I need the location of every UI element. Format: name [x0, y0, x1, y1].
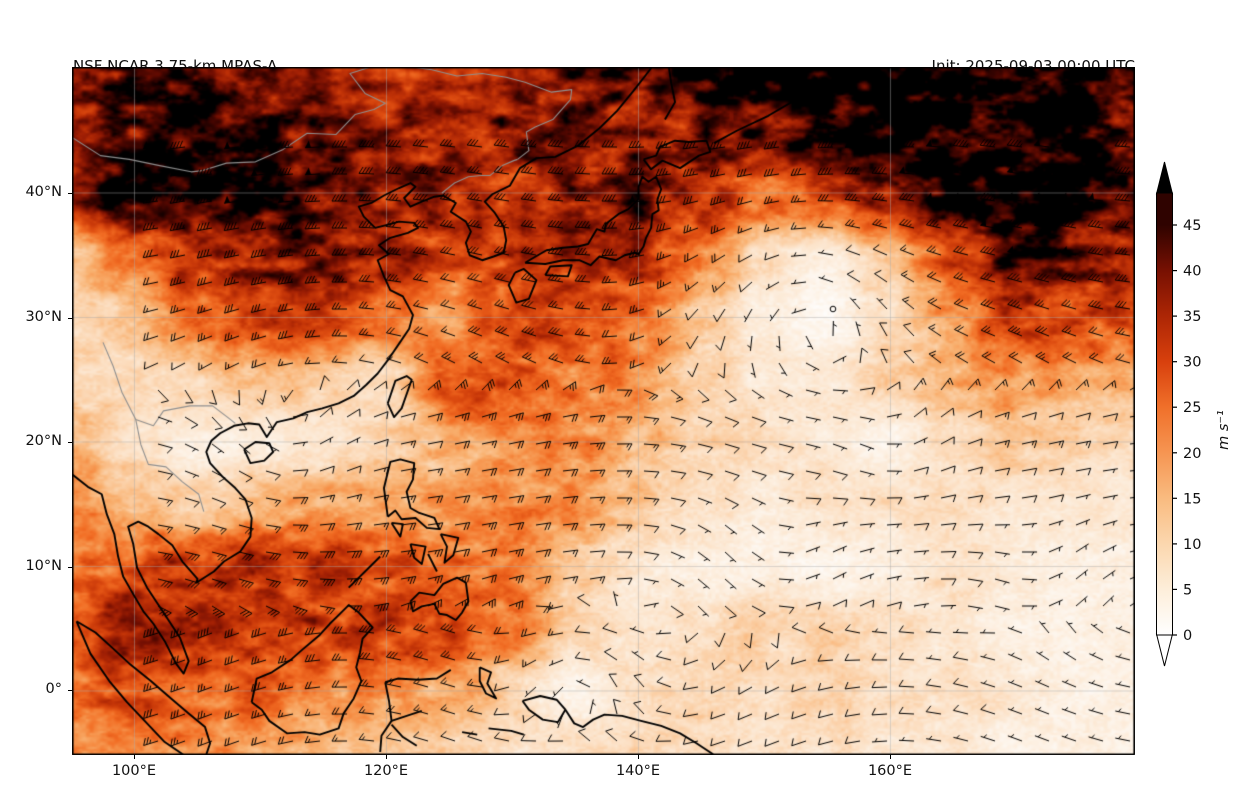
colorbar-tick-label: 10 — [1183, 537, 1201, 553]
colorbar: 0 5 10 15 20 25 30 35 40 45 m s⁻¹ — [1155, 161, 1232, 667]
colorbar-extend-max-arrow — [1155, 161, 1174, 195]
colorbar-tick-label: 40 — [1183, 264, 1201, 280]
x-tick-mark — [638, 755, 640, 759]
y-tick-mark — [68, 318, 72, 320]
y-tick-label: 0° — [45, 681, 62, 697]
colorbar-tick-label: 15 — [1183, 491, 1201, 507]
y-tick-mark — [68, 442, 72, 444]
colorbar-tick-label: 5 — [1183, 582, 1192, 598]
x-tick-label: 120°E — [363, 763, 409, 779]
colorbar-extend-min-arrow — [1155, 633, 1174, 667]
colorbar-tick-label: 45 — [1183, 218, 1201, 234]
x-tick-mark — [386, 755, 388, 759]
x-tick-label: 160°E — [867, 763, 913, 779]
x-tick-label: 140°E — [615, 763, 661, 779]
colorbar-tick-marks — [1172, 224, 1177, 636]
colorbar-tick-label: 30 — [1183, 355, 1201, 371]
y-tick-label: 30°N — [25, 309, 62, 325]
colorbar-tick-label: 0 — [1183, 628, 1192, 644]
y-tick-mark — [68, 193, 72, 195]
x-tick-label: 100°E — [111, 763, 157, 779]
colorbar-tick-label: 20 — [1183, 446, 1201, 462]
colorbar-gradient — [1156, 192, 1173, 636]
colorbar-tick-label: 35 — [1183, 309, 1201, 325]
map-canvas — [72, 67, 1135, 755]
y-tick-mark — [68, 690, 72, 692]
x-tick-mark — [890, 755, 892, 759]
y-tick-label: 40°N — [25, 184, 62, 200]
y-tick-mark — [68, 567, 72, 569]
colorbar-tick-label: 25 — [1183, 400, 1201, 416]
x-tick-mark — [134, 755, 136, 759]
y-tick-label: 10°N — [25, 558, 62, 574]
colorbar-unit-label: m s⁻¹ — [1216, 410, 1232, 450]
y-tick-label: 20°N — [25, 433, 62, 449]
